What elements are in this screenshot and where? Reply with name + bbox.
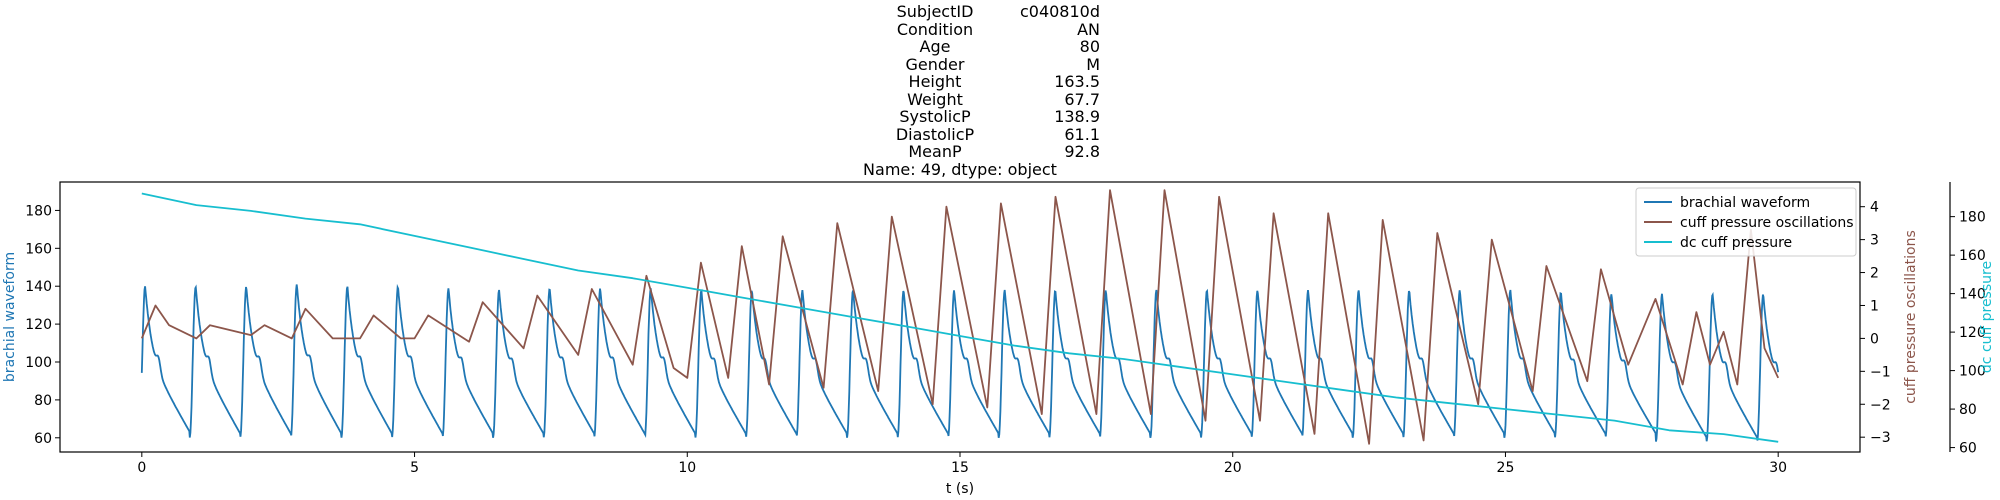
y-left-tick-label: 80: [34, 393, 52, 409]
x-tick-label: 15: [951, 460, 969, 476]
title-row-value: 61.1: [1064, 124, 1100, 144]
x-tick-label: 20: [1224, 460, 1242, 476]
title-row-key: Weight: [907, 89, 963, 109]
title-row: Gender M: [860, 54, 1210, 74]
title-row-key: DiastolicP: [895, 124, 975, 144]
y-left-tick-label: 180: [25, 203, 52, 219]
y-right1-tick-label: 2: [1870, 266, 1879, 282]
title-row: DiastolicP 61.1: [860, 124, 1210, 144]
title-row-value: c040810d: [1019, 2, 1100, 21]
y-right2-tick-label: 100: [1959, 364, 1986, 380]
legend-frame: [1635, 187, 1857, 257]
y-right1-tick-label: 1: [1870, 298, 1879, 314]
title-row-key: SubjectID: [896, 2, 974, 21]
legend-label: cuff pressure oscillations: [1680, 215, 1854, 231]
x-tick-label: 30: [1769, 460, 1787, 476]
x-axis-label: t (s): [946, 481, 974, 497]
title-row-key: SystolicP: [899, 107, 971, 126]
title-row-key: Gender: [905, 54, 965, 74]
x-tick-label: 25: [1497, 460, 1515, 476]
y-left-tick-label: 140: [25, 279, 52, 295]
y-left-tick-label: 160: [25, 241, 52, 257]
title-row-value: AN: [1077, 19, 1100, 39]
title-row-key: MeanP: [908, 142, 962, 161]
legend-label: dc cuff pressure: [1680, 235, 1792, 251]
y-left-tick-label: 120: [25, 317, 52, 333]
y-axis-right-dc: 60 80 100 120 140 160 180: [1949, 182, 1986, 457]
y-right1-tick-label: −3: [1870, 430, 1891, 446]
title-row-key: Height: [908, 72, 962, 91]
x-tick-label: 5: [410, 460, 419, 476]
title-row: Weight 67.7: [860, 89, 1210, 109]
y-axis-left: 60 80 100 120 140 160 180: [25, 203, 60, 447]
y-right1-tick-label: −2: [1870, 397, 1891, 413]
title-row-key: Age: [919, 37, 951, 56]
x-tick-label: 0: [137, 460, 146, 476]
title-row-value: M: [1086, 54, 1100, 74]
x-axis: 0 5 10 15 20 25 30: [137, 452, 1787, 476]
title-footer: Name: 49, dtype: object: [863, 159, 1057, 179]
x-tick-label: 10: [678, 460, 696, 476]
title-row: Height 163.5: [860, 72, 1210, 91]
y-right2-tick-label: 80: [1959, 402, 1977, 418]
y-right1-tick-label: 4: [1870, 200, 1879, 216]
title-row-key: Condition: [896, 19, 974, 39]
chart-title: SubjectID c040810d Condition AN Age 80 Gender M…: [860, 2, 1210, 179]
y-right1-tick-label: −1: [1870, 364, 1891, 380]
y-right2-tick-label: 160: [1959, 248, 1986, 264]
title-rows: SubjectID c040810d Condition AN Age 80 Gender M…: [860, 2, 1210, 161]
title-row-value: 80: [1079, 37, 1100, 56]
series-layer: [140, 189, 1780, 445]
y-right1-tick-label: 0: [1870, 331, 1879, 347]
y-right1-tick-label: 3: [1870, 233, 1879, 249]
y-left-tick-label: 60: [34, 431, 52, 447]
y-axis-right-oscillations-label: cuff pressure oscillations: [1903, 230, 1919, 404]
title-row: Condition AN: [860, 19, 1210, 39]
y-left-tick-label: 100: [25, 355, 52, 371]
title-row: SystolicP 138.9: [860, 107, 1210, 126]
title-row-value: 163.5: [1054, 72, 1100, 91]
legend: brachial waveform cuff pressure oscillati…: [1635, 187, 1857, 257]
title-row-value: 138.9: [1054, 107, 1100, 126]
y-right2-tick-label: 60: [1959, 441, 1977, 457]
series-line-cuff-oscillations: [140, 189, 1780, 445]
title-row-value: 67.7: [1064, 89, 1100, 109]
y-right2-tick-label: 120: [1959, 325, 1986, 341]
title-row: SubjectID c040810d: [860, 2, 1210, 21]
legend-label: brachial waveform: [1680, 195, 1810, 211]
y-axis-left-label: brachial waveform: [2, 252, 18, 382]
y-axis-right-dc-label: dc cuff pressure: [1979, 261, 1995, 373]
title-row: MeanP 92.8: [860, 142, 1210, 161]
y-right2-tick-label: 140: [1959, 287, 1986, 303]
series-line-brachial-waveform: [140, 283, 1780, 442]
title-row-value: 92.8: [1064, 142, 1100, 161]
series-line-dc-cuff-pressure: [141, 192, 1779, 443]
y-axis-right-oscillations: −3 −2 −1 0 1 2 3 4: [1860, 200, 1891, 446]
y-right2-tick-label: 180: [1959, 210, 1986, 226]
title-row: Age 80: [860, 37, 1210, 56]
